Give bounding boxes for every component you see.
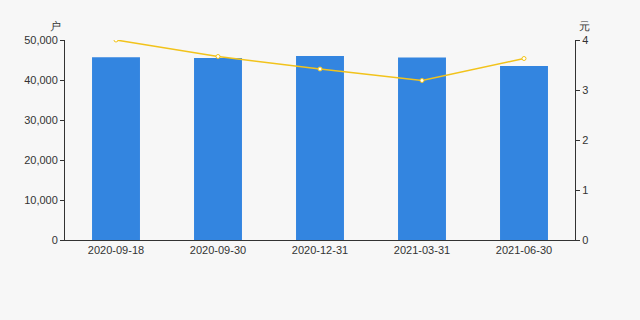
svg-text:50,000: 50,000 [24, 34, 58, 46]
svg-text:20,000: 20,000 [24, 154, 58, 166]
svg-text:0: 0 [52, 234, 58, 246]
svg-text:2020-09-30: 2020-09-30 [190, 244, 246, 256]
svg-text:30,000: 30,000 [24, 114, 58, 126]
svg-text:40,000: 40,000 [24, 74, 58, 86]
svg-text:2021-03-31: 2021-03-31 [394, 244, 450, 256]
svg-text:2021-06-30: 2021-06-30 [496, 244, 552, 256]
svg-text:10,000: 10,000 [24, 194, 58, 206]
svg-text:1: 1 [582, 184, 588, 196]
svg-text:元: 元 [579, 20, 590, 32]
svg-text:2020-09-18: 2020-09-18 [88, 244, 144, 256]
svg-text:2020-12-31: 2020-12-31 [292, 244, 348, 256]
svg-text:2: 2 [582, 134, 588, 146]
svg-text:户: 户 [50, 20, 61, 32]
svg-text:3: 3 [582, 84, 588, 96]
svg-text:0: 0 [582, 234, 588, 246]
svg-text:4: 4 [582, 34, 588, 46]
